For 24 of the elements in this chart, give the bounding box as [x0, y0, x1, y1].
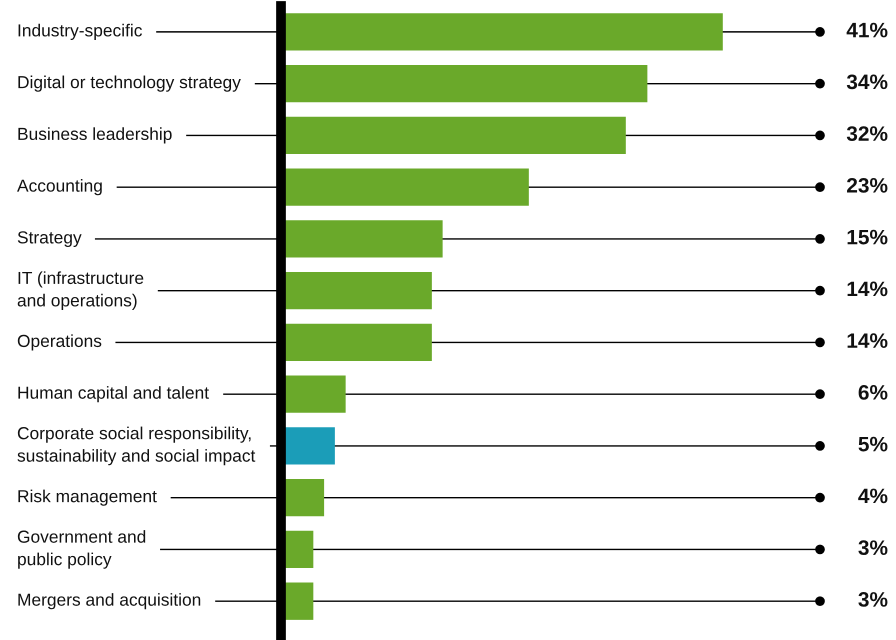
- data-label: 23%: [847, 178, 888, 193]
- y-tick-label: Business leadership: [18, 127, 172, 144]
- y-tick-label: IT (infrastructure and operations): [18, 271, 144, 310]
- data-label: 41%: [846, 22, 888, 38]
- data-label: 15%: [848, 230, 888, 244]
- y-tick-label: Industry-specific: [18, 24, 142, 40]
- data-label: 14%: [848, 282, 888, 296]
- data-label: 6%: [858, 385, 888, 400]
- y-tick-label: Human capital and talent: [18, 386, 209, 402]
- y-tick-label: Accounting: [17, 179, 102, 196]
- data-label: 3%: [858, 540, 888, 556]
- y-tick-label: Mergers and acquisition: [18, 593, 200, 610]
- y-tick-label: Risk management: [18, 490, 157, 506]
- y-tick-label: Digital or technology strategy: [18, 76, 241, 92]
- y-tick-label: Strategy: [18, 231, 82, 247]
- y-tick-label: Operations: [18, 334, 102, 350]
- data-label: 34%: [846, 74, 888, 90]
- y-tick-label: Corporate social responsibility, sustainability and social impact: [17, 426, 256, 466]
- data-label: 4%: [858, 488, 888, 504]
- data-label: 14%: [848, 333, 888, 348]
- data-label: 32%: [846, 126, 888, 142]
- y-tick-label: Government and public policy: [18, 530, 146, 569]
- data-label: 5%: [858, 436, 888, 452]
- data-label: 3%: [858, 592, 888, 607]
